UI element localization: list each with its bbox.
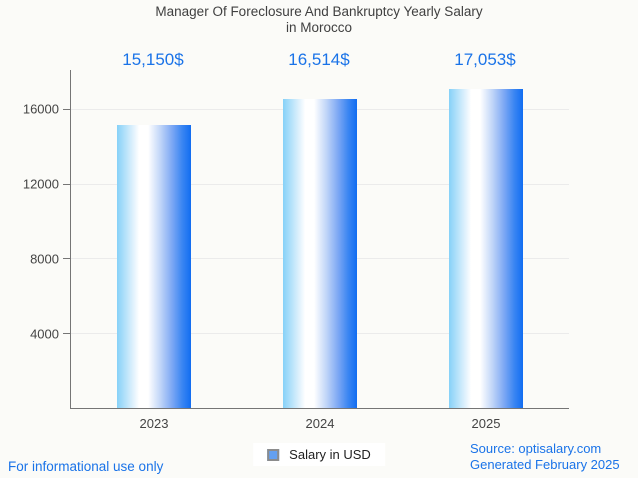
bar-2023[interactable] [117,124,191,408]
legend-marker-icon [267,448,280,461]
y-tick-mark-8000 [63,258,70,260]
y-tick-mark-16000 [63,108,70,110]
x-axis-label-2025: 2025 [471,416,501,431]
y-tick-label-4000: 4000 [30,326,59,342]
legend-label: Salary in USD [289,447,371,462]
chart-title: Manager Of Foreclosure And Bankruptcy Ye… [0,4,638,36]
disclaimer-text: For informational use only [8,459,164,474]
value-label-2023: 15,150$ [122,50,184,69]
chart-title-line2: in Morocco [285,20,353,35]
y-tick-mark-4000 [63,333,70,335]
y-tick-label-12000: 12000 [22,176,59,192]
legend[interactable]: Salary in USD [253,443,385,466]
bar-2025[interactable] [449,89,523,408]
y-tick-label-16000: 16000 [22,101,59,117]
value-label-2024: 16,514$ [288,50,350,69]
generated-text: Generated February 2025 [470,457,620,472]
y-tick-label-8000: 8000 [30,251,59,267]
bar-2024[interactable] [283,99,357,408]
source-link[interactable]: Source: optisalary.com [470,441,602,456]
y-tick-mark-12000 [63,183,70,185]
x-axis-label-2024: 2024 [305,416,335,431]
value-label-2025: 17,053$ [454,50,516,69]
x-axis-label-2023: 2023 [139,416,169,431]
source-block: Source: optisalary.com Generated Februar… [470,441,620,473]
chart-title-line1: Manager Of Foreclosure And Bankruptcy Ye… [155,4,483,19]
plot-area: 4000 8000 12000 16000 2023 2024 2025 [23,70,569,431]
